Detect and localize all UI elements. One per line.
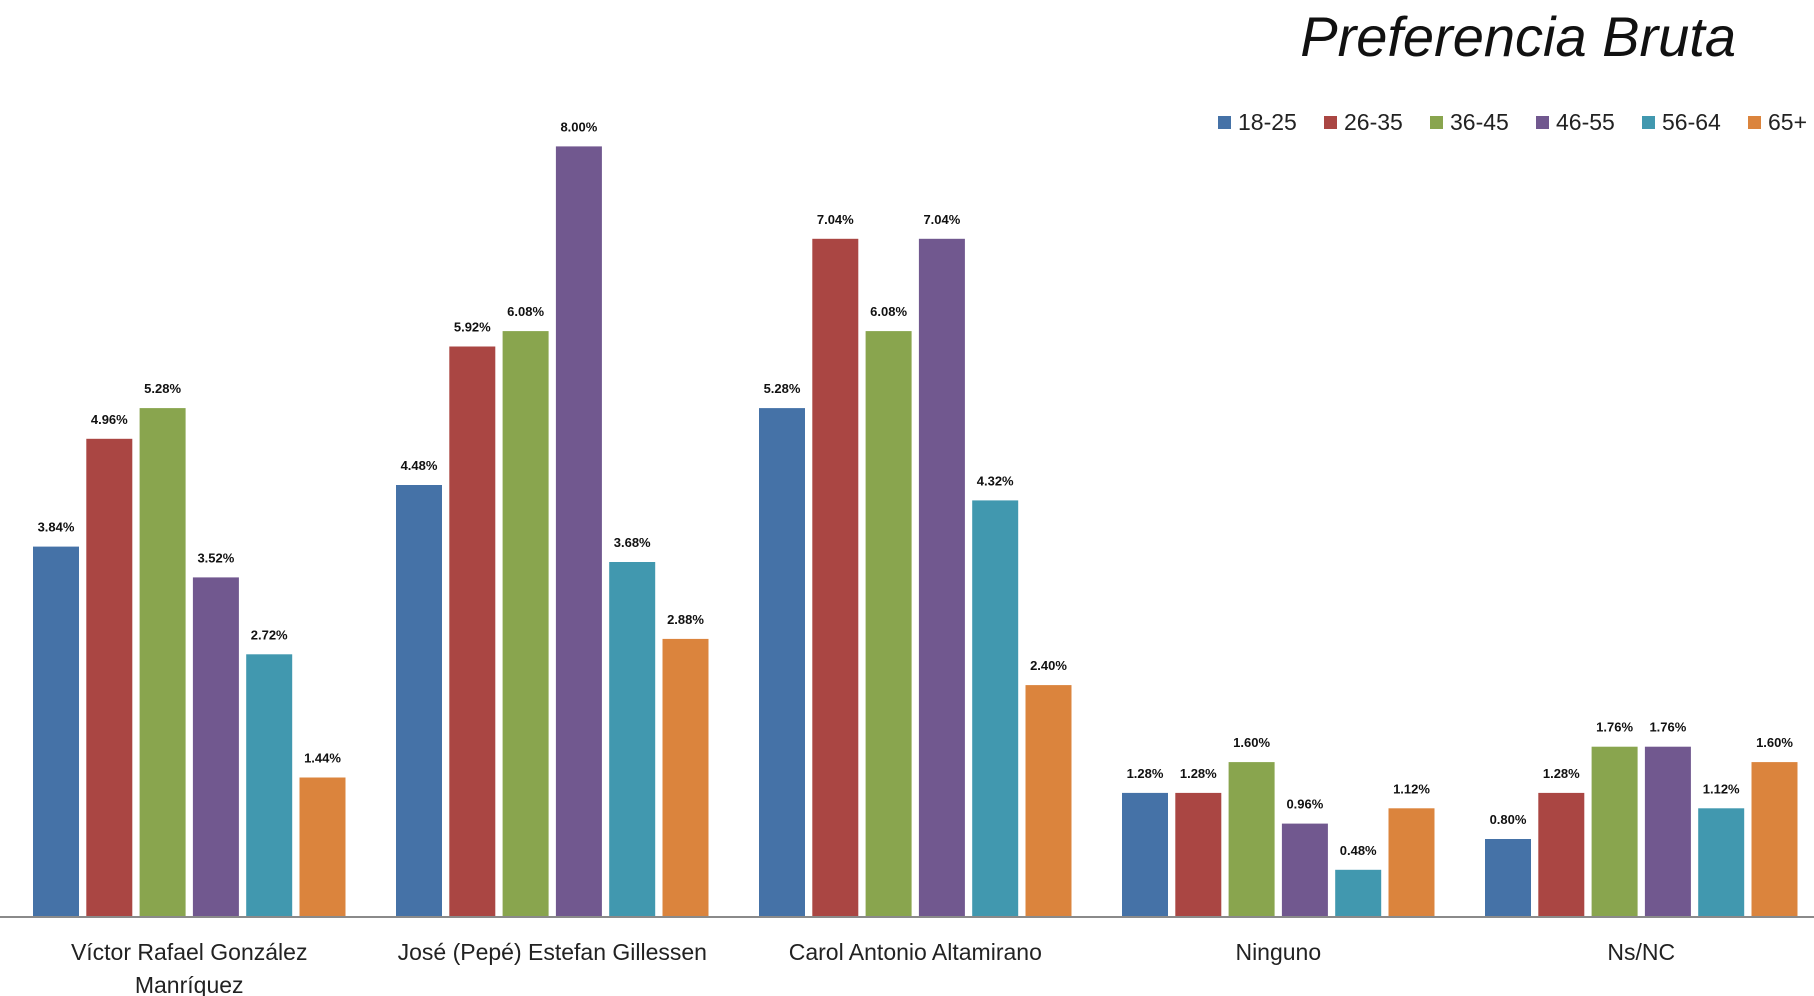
data-label: 6.08% — [507, 304, 544, 319]
data-label: 2.88% — [667, 612, 704, 627]
data-label: 4.96% — [91, 412, 128, 427]
chart-title: Preferencia Bruta — [1300, 5, 1736, 68]
bar-18-25-4 — [1485, 839, 1531, 916]
bar-26-35-0 — [86, 438, 133, 916]
bar-36-45-4 — [1591, 746, 1638, 916]
legend-label: 46-55 — [1556, 109, 1615, 135]
bar-65+-3 — [1388, 808, 1435, 916]
bar-36-45-3 — [1228, 762, 1275, 916]
category-label: Manríquez — [135, 972, 244, 996]
data-label: 2.72% — [251, 627, 288, 642]
bar-18-25-2 — [759, 408, 805, 916]
data-label: 1.76% — [1596, 720, 1633, 735]
category-label: Carol Antonio Altamirano — [789, 939, 1042, 965]
category-labels: Víctor Rafael González Manríquez José (Pep… — [71, 939, 1675, 996]
bar-26-35-3 — [1175, 792, 1222, 916]
category-label: Ns/NC — [1607, 939, 1675, 965]
bar-56-64-1 — [609, 562, 656, 916]
bar-18-25-3 — [1122, 792, 1168, 916]
legend-swatch — [1324, 116, 1337, 129]
legend: 18-25 26-35 36-45 46-55 56-64 65+ — [1218, 109, 1807, 135]
data-label: 1.60% — [1233, 735, 1270, 750]
category-label: José (Pepé) Estefan Gillessen — [398, 939, 707, 965]
bar-26-35-4 — [1538, 792, 1585, 916]
legend-label: 36-45 — [1450, 109, 1509, 135]
bar-26-35-2 — [812, 238, 859, 917]
bar-18-25-0 — [33, 546, 79, 916]
bar-46-55-0 — [192, 577, 239, 916]
data-label: 1.44% — [304, 751, 341, 766]
legend-swatch — [1642, 116, 1655, 129]
data-label: 3.52% — [197, 550, 234, 565]
data-label: 3.68% — [614, 535, 651, 550]
data-label: 1.76% — [1649, 720, 1686, 735]
legend-label: 56-64 — [1662, 109, 1721, 135]
legend-swatch — [1218, 116, 1231, 129]
data-label: 4.32% — [977, 473, 1014, 488]
bars — [33, 146, 1798, 917]
bar-56-64-3 — [1335, 869, 1382, 916]
bar-46-55-4 — [1644, 746, 1691, 916]
data-label: 0.96% — [1286, 797, 1323, 812]
data-label: 0.80% — [1490, 812, 1527, 827]
bar-65+-1 — [662, 638, 709, 916]
bar-65+-0 — [299, 777, 346, 916]
bar-56-64-2 — [972, 500, 1019, 916]
data-label: 5.28% — [144, 381, 181, 396]
category-label: Ninguno — [1235, 939, 1321, 965]
bar-18-25-1 — [396, 485, 442, 916]
data-label: 7.04% — [923, 212, 960, 227]
bar-56-64-0 — [246, 654, 293, 916]
data-labels: 3.84% 4.48% 5.28% 1.28% 0.80% 4.96% 5.92% 7.04%… — [38, 119, 1794, 857]
data-label: 4.48% — [401, 458, 438, 473]
legend-label: 26-35 — [1344, 109, 1403, 135]
data-label: 5.92% — [454, 320, 491, 335]
bar-36-45-1 — [502, 331, 549, 917]
bar-46-55-3 — [1281, 823, 1328, 916]
legend-label: 18-25 — [1238, 109, 1297, 135]
data-label: 2.40% — [1030, 658, 1067, 673]
data-label: 6.08% — [870, 304, 907, 319]
data-label: 1.12% — [1393, 781, 1430, 796]
bar-46-55-2 — [918, 238, 965, 917]
data-label: 5.28% — [764, 381, 801, 396]
data-label: 1.60% — [1756, 735, 1793, 750]
bar-46-55-1 — [555, 146, 602, 916]
data-label: 8.00% — [560, 119, 597, 134]
data-label: 1.28% — [1127, 766, 1164, 781]
legend-label: 65+ — [1768, 109, 1807, 135]
legend-swatch — [1536, 116, 1549, 129]
data-label: 0.48% — [1340, 843, 1377, 858]
data-label: 1.12% — [1703, 781, 1740, 796]
data-label: 7.04% — [817, 212, 854, 227]
bar-26-35-1 — [449, 346, 496, 916]
legend-swatch — [1748, 116, 1761, 129]
bar-36-45-0 — [139, 408, 186, 916]
category-label: Víctor Rafael González — [71, 939, 308, 965]
data-label: 1.28% — [1180, 766, 1217, 781]
bar-65+-4 — [1751, 762, 1798, 916]
bar-36-45-2 — [865, 331, 912, 917]
legend-swatch — [1430, 116, 1443, 129]
bar-65+-2 — [1025, 685, 1072, 916]
data-label: 3.84% — [38, 520, 75, 535]
data-label: 1.28% — [1543, 766, 1580, 781]
bar-56-64-4 — [1698, 808, 1745, 916]
